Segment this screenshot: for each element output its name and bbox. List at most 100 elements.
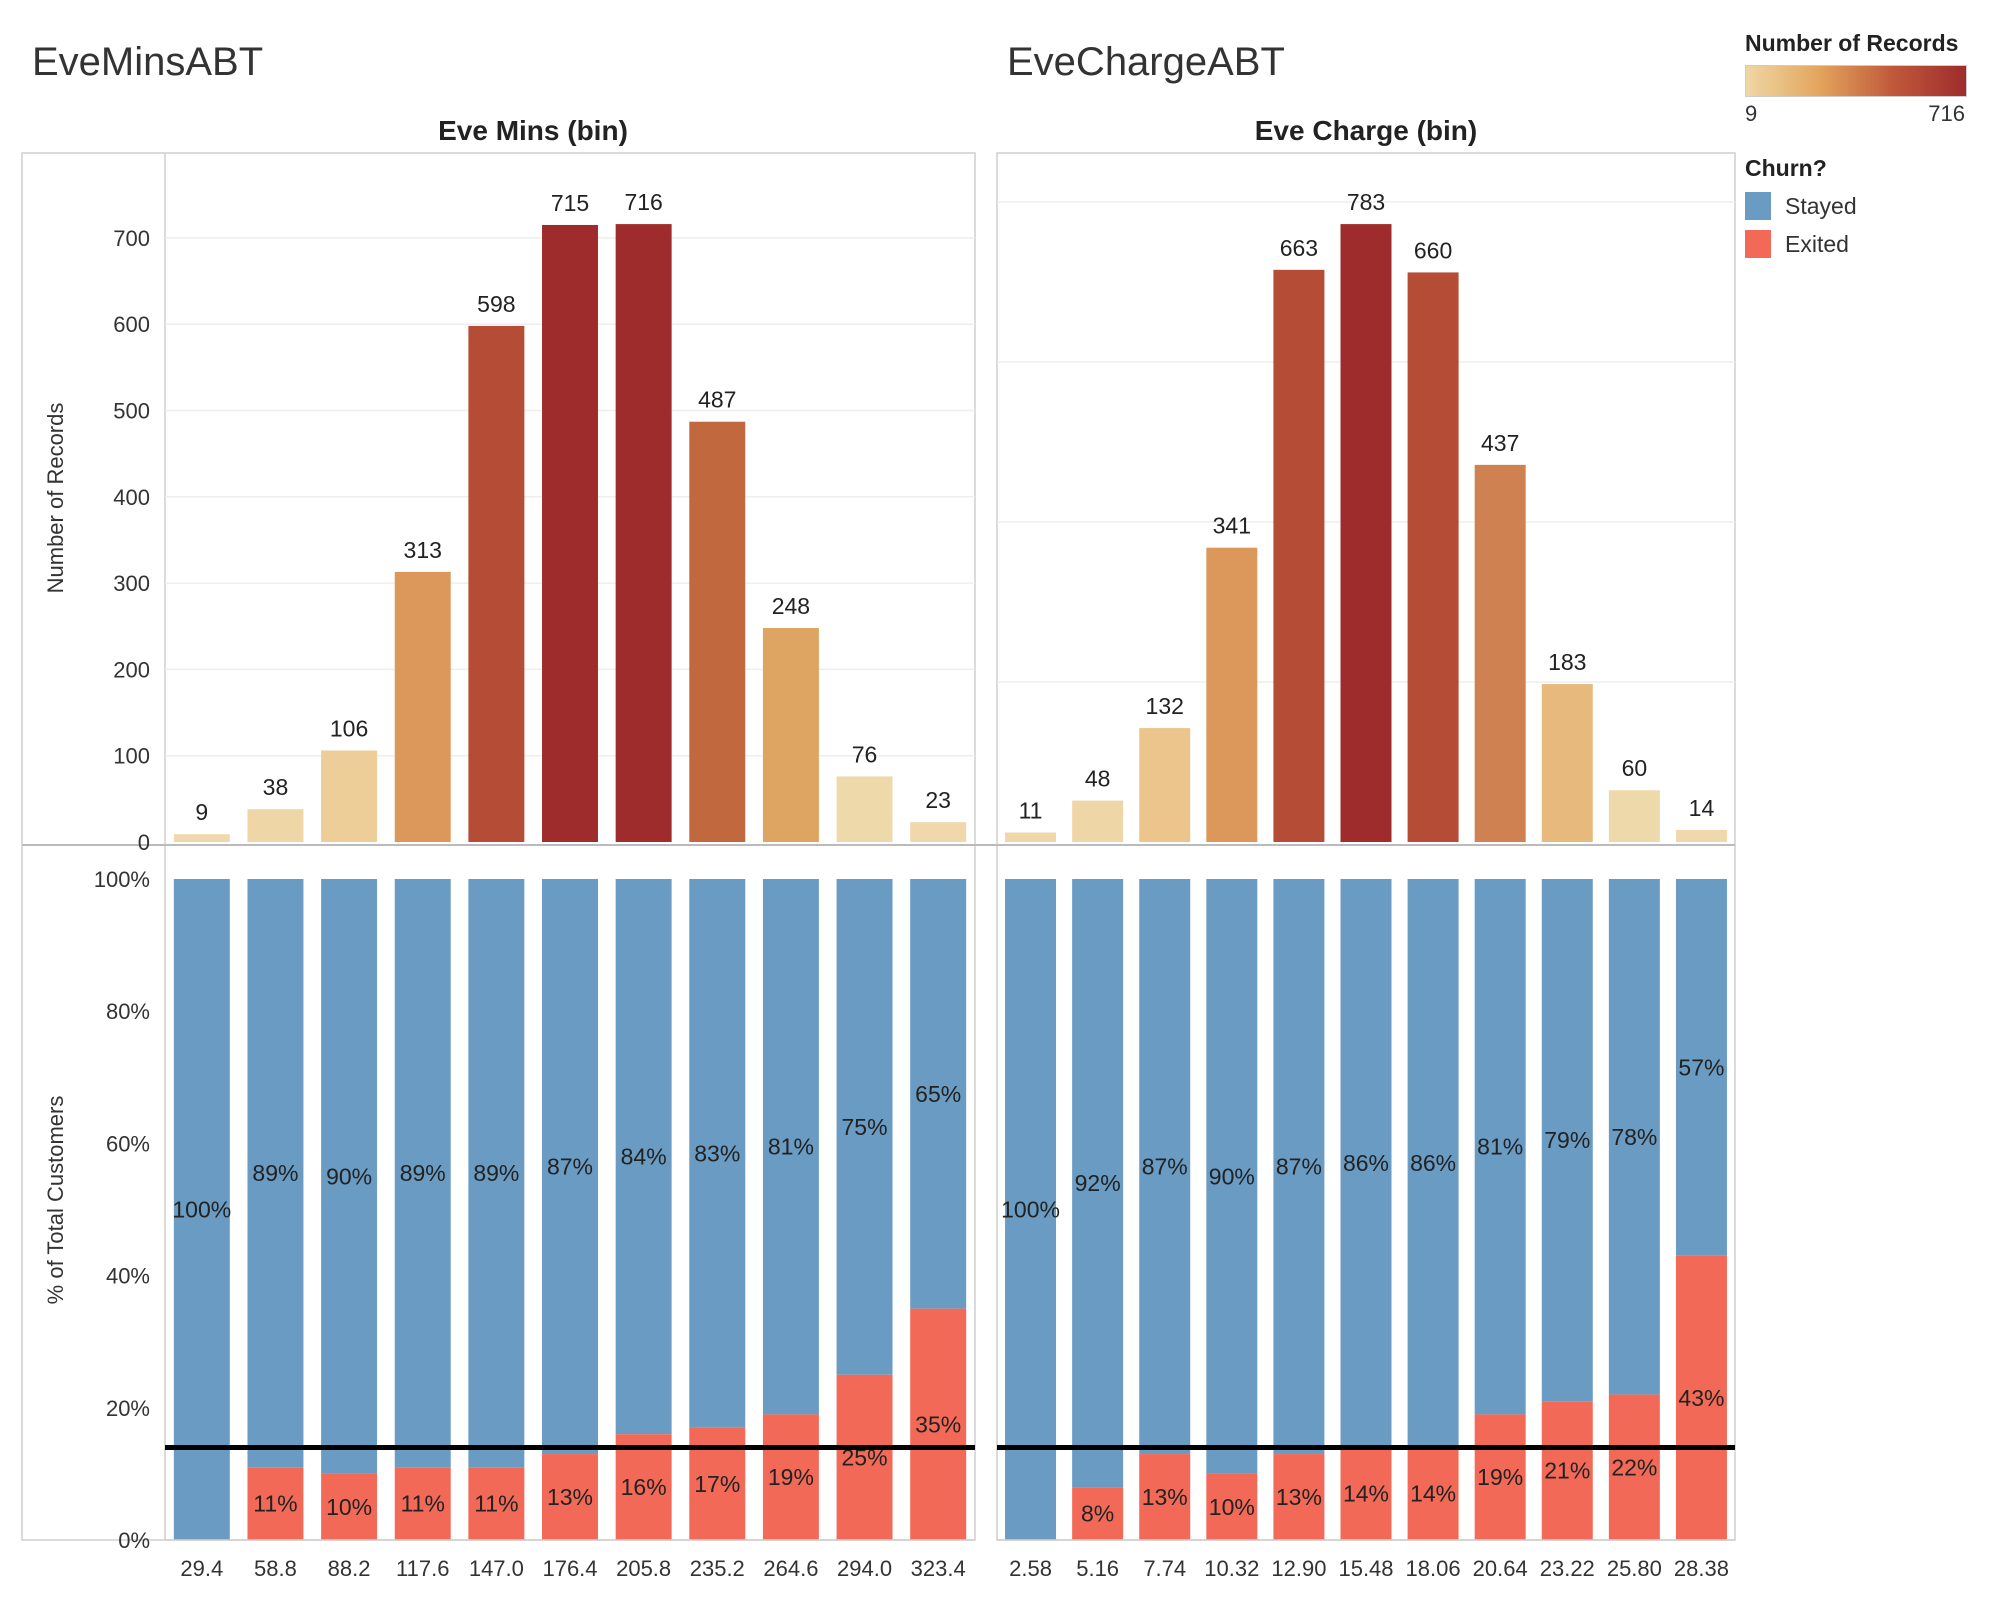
y-tick-label: 60%: [106, 1131, 150, 1156]
exited-bar: [1407, 1447, 1459, 1540]
x-tick-label: 205.8: [616, 1556, 671, 1581]
exited-pct-label: 8%: [1081, 1501, 1114, 1527]
exited-bar: [910, 1308, 967, 1540]
y-tick-label: 700: [113, 226, 150, 251]
exited-bar: [1206, 1473, 1258, 1540]
bar-value-label: 11: [1019, 798, 1043, 824]
bar-value-label: 14: [1689, 795, 1715, 821]
bar-value-label: 715: [551, 190, 589, 216]
stayed-pct-label: 84%: [621, 1144, 667, 1170]
exited-swatch: [1745, 230, 1771, 258]
right-sheet-title: EveChargeABT: [1007, 40, 1285, 84]
exited-pct-label: 35%: [915, 1411, 961, 1437]
stayed-pct-label: 81%: [768, 1134, 814, 1160]
exited-pct-label: 19%: [1477, 1464, 1523, 1490]
bar-value-label: 248: [772, 593, 810, 619]
x-tick-label: 10.32: [1204, 1556, 1259, 1581]
bar: [1273, 269, 1325, 842]
stayed-bar: [1072, 879, 1124, 1488]
exited-bar: [1273, 1454, 1325, 1540]
exited-bar: [1340, 1447, 1392, 1540]
bar-value-label: 9: [195, 799, 208, 825]
legend-label-stayed: Stayed: [1785, 192, 1857, 219]
bar: [1072, 800, 1124, 842]
color-ramp-min: 9: [1745, 101, 1758, 126]
bar: [1139, 728, 1191, 842]
stayed-pct-label: 75%: [842, 1114, 888, 1140]
bar-value-label: 38: [263, 774, 289, 800]
bar: [1340, 224, 1392, 843]
stayed-bar: [468, 879, 525, 1468]
y-tick-label: 20%: [106, 1396, 150, 1421]
stayed-pct-label: 78%: [1611, 1124, 1657, 1150]
stayed-bar: [1340, 879, 1392, 1448]
color-legend-title: Number of Records: [1745, 30, 1959, 56]
legend-label-exited: Exited: [1785, 230, 1849, 257]
bar: [468, 325, 525, 842]
exited-bar: [836, 1374, 893, 1540]
stayed-bar: [321, 879, 378, 1474]
x-tick-label: 12.90: [1271, 1556, 1326, 1581]
x-tick-label: 23.22: [1540, 1556, 1595, 1581]
bar-value-label: 663: [1280, 235, 1318, 261]
bar-value-label: 660: [1414, 237, 1452, 263]
bar: [1474, 464, 1526, 842]
stayed-bar: [394, 879, 451, 1468]
bar: [1206, 547, 1258, 842]
exited-bar: [1675, 1255, 1727, 1540]
exited-bar: [615, 1434, 672, 1540]
x-tick-label: 25.80: [1607, 1556, 1662, 1581]
bar: [689, 421, 746, 842]
stayed-pct-label: 86%: [1410, 1150, 1456, 1176]
x-tick-label: 323.4: [911, 1556, 966, 1581]
stayed-pct-label: 100%: [172, 1197, 231, 1223]
exited-bar: [468, 1467, 525, 1540]
y-tick-label: 300: [113, 571, 150, 596]
bar: [247, 809, 304, 842]
exited-pct-label: 13%: [1142, 1484, 1188, 1510]
stayed-bar: [247, 879, 304, 1468]
exited-bar: [1608, 1394, 1660, 1540]
bar-value-label: 106: [330, 716, 368, 742]
bar-value-label: 716: [624, 189, 662, 215]
y-tick-label: 100%: [94, 867, 150, 892]
exited-pct-label: 21%: [1544, 1458, 1590, 1484]
x-tick-label: 29.4: [180, 1556, 223, 1581]
x-tick-label: 7.74: [1143, 1556, 1186, 1581]
stayed-bar: [1675, 879, 1727, 1256]
x-tick-label: 18.06: [1406, 1556, 1461, 1581]
legend-item-exited[interactable]: Exited: [1745, 230, 1985, 258]
stayed-swatch: [1745, 192, 1771, 220]
exited-pct-label: 19%: [768, 1464, 814, 1490]
bar: [762, 627, 819, 842]
exited-pct-label: 22%: [1611, 1454, 1657, 1480]
bar: [542, 224, 598, 842]
legend-item-stayed[interactable]: Stayed: [1745, 192, 1985, 220]
bar: [836, 776, 893, 842]
x-tick-label: 88.2: [328, 1556, 371, 1581]
stayed-pct-label: 86%: [1343, 1150, 1389, 1176]
exited-bar: [1139, 1454, 1191, 1540]
exited-bar: [321, 1473, 378, 1540]
exited-bar: [1541, 1401, 1593, 1540]
stayed-bar: [173, 879, 230, 1540]
exited-pct-label: 11%: [253, 1491, 297, 1517]
bar: [321, 750, 378, 842]
chart-title: Eve Mins (bin): [438, 115, 628, 146]
y-tick-label: 0: [138, 830, 150, 855]
x-tick-label: 5.16: [1076, 1556, 1119, 1581]
stayed-bar: [689, 879, 746, 1428]
legend: Number of Records 9 716 Churn? Stayed Ex…: [1745, 30, 1985, 258]
y-axis-label: % of Total Customers: [43, 1096, 68, 1305]
stayed-pct-label: 92%: [1075, 1170, 1121, 1196]
x-tick-label: 235.2: [690, 1556, 745, 1581]
bar: [173, 834, 230, 842]
stayed-pct-label: 83%: [694, 1140, 740, 1166]
y-tick-label: 400: [113, 485, 150, 510]
exited-bar: [1072, 1487, 1124, 1540]
bar-value-label: 23: [925, 787, 951, 813]
stayed-bar: [762, 879, 819, 1415]
exited-bar: [762, 1414, 819, 1540]
bar-value-label: 313: [404, 537, 442, 563]
